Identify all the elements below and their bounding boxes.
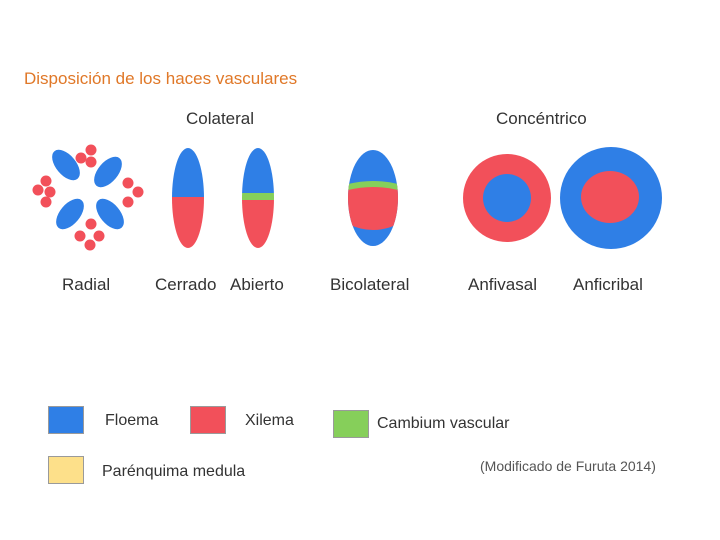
label-cerrado: Cerrado [155, 275, 217, 294]
radial-xylem-cell [44, 186, 56, 198]
abierto-bundle [242, 148, 274, 248]
radial-phloem-strand [56, 198, 84, 230]
label-radial: Radial [62, 275, 111, 294]
anfivasal-bundle [463, 154, 551, 242]
anficribal-bundle [560, 147, 662, 249]
label-abierto: Abierto [230, 275, 284, 294]
legend-swatch-parenquima [48, 456, 84, 484]
radial-xylem-cell [122, 177, 134, 189]
legend-label-floema: Floema [105, 412, 159, 429]
radial-phloem-strand [52, 149, 80, 181]
cerrado-phloem [172, 148, 204, 197]
radial-xylem-cell [74, 230, 86, 242]
bicolateral-xylem [348, 183, 398, 230]
radial-xylem-cell [40, 196, 52, 208]
radial-phloem [52, 149, 124, 230]
page-title: Disposición de los haces vasculares [24, 69, 298, 88]
bicolateral-cambium [348, 181, 398, 190]
radial-xylem-cell [93, 230, 105, 242]
label-anficribal: Anficribal [573, 275, 643, 294]
cerrado-bundle [172, 148, 204, 248]
legend-label-xilema: Xilema [245, 412, 294, 429]
legend-label-parenquima: Parénquima medula [102, 463, 246, 480]
radial-xylem-cell [75, 152, 87, 164]
radial-bundle [32, 144, 144, 251]
radial-xylem-cell [85, 156, 97, 168]
radial-xylem-cell [32, 184, 44, 196]
radial-phloem-strand [94, 156, 122, 188]
radial-xylem-cell [132, 186, 144, 198]
legend-swatch-xilema [190, 406, 226, 434]
bicolateral-bundle [348, 150, 398, 246]
legend-swatch-floema [48, 406, 84, 434]
abierto-phloem [242, 148, 274, 193]
source-credit: (Modificado de Furuta 2014) [480, 458, 656, 474]
anfivasal-phloem-core [483, 174, 531, 222]
anficribal-xylem-core [581, 171, 639, 223]
label-anfivasal: Anfivasal [468, 275, 537, 294]
radial-xylem-cell [85, 218, 97, 230]
radial-xylem [32, 144, 144, 251]
radial-xylem-cell [40, 175, 52, 187]
radial-xylem-cell [84, 239, 96, 251]
radial-phloem-strand [96, 198, 124, 230]
heading-concentrico: Concéntrico [496, 109, 587, 128]
abierto-cambium [242, 193, 274, 200]
heading-colateral: Colateral [186, 109, 255, 128]
label-bicolateral: Bicolateral [330, 275, 410, 294]
radial-xylem-cell [122, 196, 134, 208]
legend-label-cambium: Cambium vascular [377, 415, 510, 432]
legend-swatch-cambium [333, 410, 369, 438]
cerrado-xylem [172, 197, 204, 248]
abierto-xylem [242, 200, 274, 248]
radial-xylem-cell [85, 144, 97, 156]
